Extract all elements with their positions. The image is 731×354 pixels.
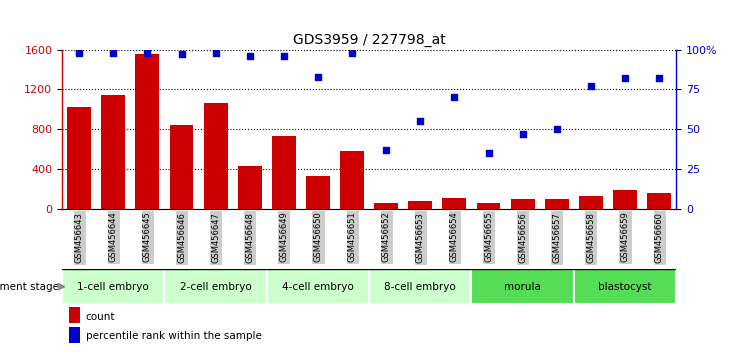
Point [517,131,529,137]
Point [142,50,154,56]
Point [414,118,426,124]
Bar [579,196,603,209]
Bar [164,269,267,304]
Bar [267,269,369,304]
Bar [409,201,432,209]
Bar [574,269,676,304]
Bar [613,190,637,209]
Point [175,51,187,57]
Bar [340,151,364,209]
Point [380,147,392,153]
Text: 4-cell embryo: 4-cell embryo [282,282,354,292]
Text: 8-cell embryo: 8-cell embryo [385,282,456,292]
Bar [374,204,398,209]
Bar [272,136,296,209]
Bar [442,198,466,209]
Bar [369,269,471,304]
Bar [204,103,227,209]
Bar [471,269,574,304]
Point [278,53,289,59]
Text: blastocyst: blastocyst [598,282,652,292]
Text: percentile rank within the sample: percentile rank within the sample [86,331,262,341]
Bar [135,53,159,209]
Text: morula: morula [504,282,541,292]
Bar [102,95,125,209]
Point [244,53,256,59]
Point [619,75,631,81]
Point [107,50,119,56]
Point [654,75,665,81]
Text: 2-cell embryo: 2-cell embryo [180,282,251,292]
Point [585,83,596,89]
Bar [170,125,194,209]
Point [210,50,221,56]
Bar [306,176,330,209]
Text: development stage: development stage [0,282,62,292]
Point [551,126,563,132]
Bar [511,199,534,209]
Bar [545,199,569,209]
Bar [477,203,501,209]
Point [73,50,85,56]
Point [346,50,358,56]
Title: GDS3959 / 227798_at: GDS3959 / 227798_at [293,33,445,47]
Point [312,74,324,79]
Point [482,150,494,156]
Bar [238,166,262,209]
Text: 1-cell embryo: 1-cell embryo [77,282,149,292]
Text: count: count [86,312,115,322]
Bar [647,193,671,209]
Bar [67,107,91,209]
Bar [62,269,164,304]
Point [449,95,461,100]
